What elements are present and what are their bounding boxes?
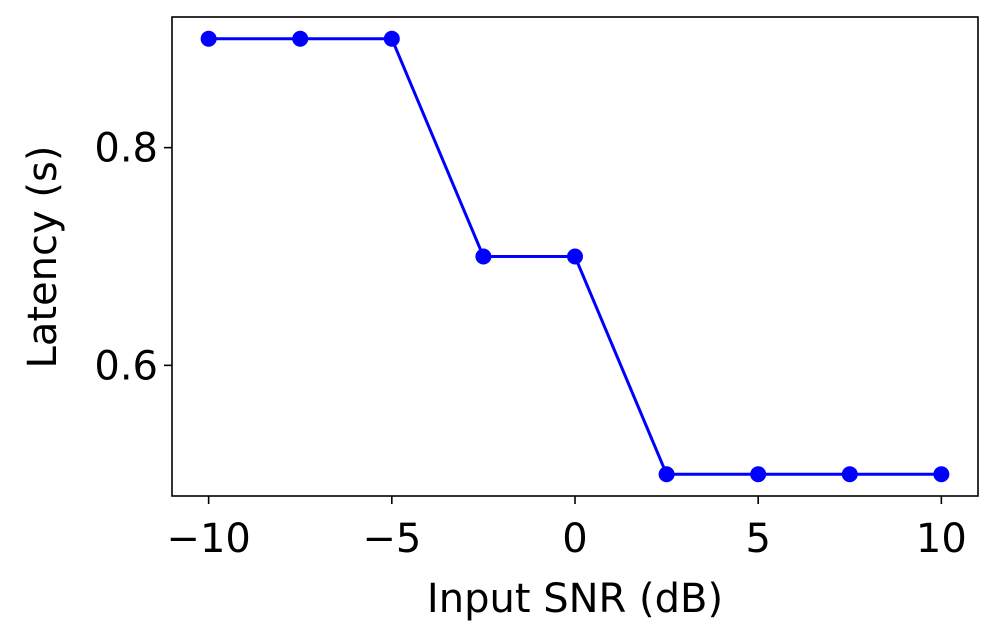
y-tick-label: 0.8 — [94, 126, 158, 172]
data-point — [475, 248, 492, 265]
data-point — [292, 30, 309, 47]
data-point — [841, 466, 858, 483]
data-point — [200, 30, 217, 47]
x-tick-label: 0 — [562, 516, 587, 562]
data-point — [567, 248, 583, 265]
data-point — [658, 466, 675, 483]
y-tick-label: 0.6 — [94, 343, 158, 389]
y-axis-label: Latency (s) — [20, 146, 66, 369]
x-tick-label: 10 — [916, 516, 967, 562]
data-point — [383, 30, 400, 47]
x-tick-label: −10 — [166, 516, 250, 562]
x-tick-label: 5 — [745, 516, 770, 562]
x-tick-label: −5 — [362, 516, 421, 562]
x-axis-label: Input SNR (dB) — [427, 576, 723, 622]
data-point — [933, 466, 950, 483]
data-point — [750, 466, 767, 483]
